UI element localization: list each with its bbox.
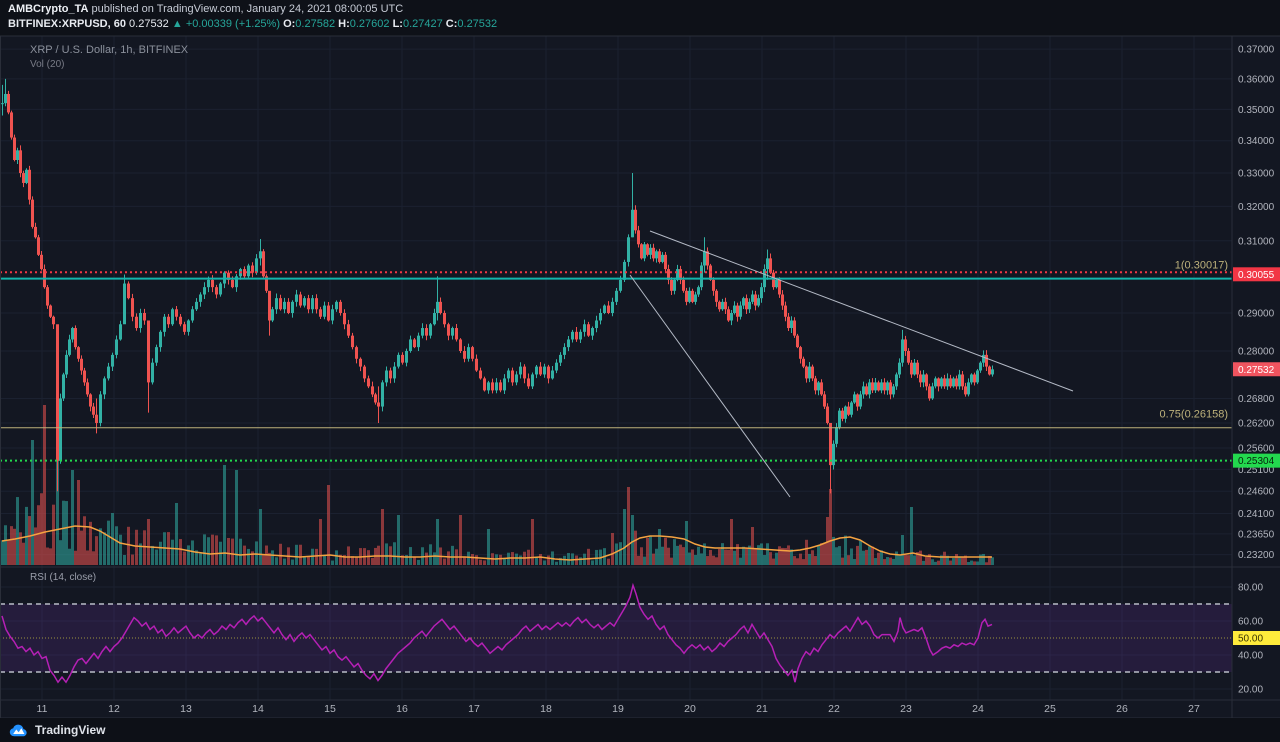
- descending-trendline-lower[interactable]: [629, 274, 791, 498]
- svg-text:0.37000: 0.37000: [1238, 45, 1275, 56]
- svg-text:0.26800: 0.26800: [1238, 394, 1275, 405]
- svg-text:27: 27: [1188, 703, 1200, 715]
- rsi-pane[interactable]: [0, 567, 1232, 700]
- svg-text:14: 14: [252, 703, 264, 715]
- svg-text:0.25304: 0.25304: [1238, 456, 1275, 467]
- svg-text:0.32000: 0.32000: [1238, 202, 1275, 213]
- svg-text:0.25100: 0.25100: [1238, 465, 1275, 476]
- author-name: AMBCrypto_TA: [8, 3, 89, 15]
- svg-text:0.33000: 0.33000: [1238, 169, 1275, 180]
- volume-ma-line: [1, 525, 992, 561]
- fib-level-label: 0.75(0.26158): [1160, 409, 1229, 421]
- svg-text:25: 25: [1044, 703, 1056, 715]
- rsi-line: [1, 582, 993, 684]
- svg-text:0.23200: 0.23200: [1238, 550, 1275, 561]
- rsi-mid-tag: 50.00: [1233, 631, 1280, 645]
- svg-text:21: 21: [756, 703, 768, 715]
- svg-text:0.24600: 0.24600: [1238, 487, 1275, 498]
- last-price-tag: 0.27532: [1233, 362, 1280, 377]
- svg-text:0.34000: 0.34000: [1238, 136, 1275, 147]
- svg-text:19: 19: [612, 703, 624, 715]
- ticker-symbol: BITFINEX:XRPUSD, 60: [8, 18, 126, 30]
- descending-trendline-upper[interactable]: [649, 230, 1074, 392]
- svg-text:15: 15: [324, 703, 336, 715]
- svg-text:0.29000: 0.29000: [1238, 308, 1275, 319]
- svg-text:20.00: 20.00: [1238, 685, 1263, 696]
- svg-text:0.25600: 0.25600: [1238, 444, 1275, 455]
- svg-text:23: 23: [900, 703, 912, 715]
- svg-text:0.23650: 0.23650: [1238, 529, 1275, 540]
- low-label: L:: [392, 18, 403, 30]
- open-label: O:: [283, 18, 296, 30]
- ticker-last-price: 0.27532: [129, 18, 169, 30]
- svg-text:0.24100: 0.24100: [1238, 509, 1275, 520]
- svg-text:40.00: 40.00: [1238, 651, 1263, 662]
- high-value: 0.27602: [349, 18, 390, 30]
- tradingview-brand-text: TradingView: [35, 723, 106, 737]
- green-level-tag: 0.25304: [1233, 453, 1280, 468]
- svg-text:22: 22: [828, 703, 840, 715]
- svg-text:18: 18: [540, 703, 552, 715]
- svg-text:0.30055: 0.30055: [1238, 270, 1275, 281]
- svg-text:24: 24: [972, 703, 984, 715]
- svg-text:11: 11: [37, 703, 48, 715]
- svg-text:0.31000: 0.31000: [1238, 236, 1275, 247]
- svg-text:26: 26: [1116, 703, 1128, 715]
- close-value: 0.27532: [457, 18, 498, 30]
- candlesticks: [1, 78, 994, 494]
- svg-text:0.27532: 0.27532: [1238, 365, 1275, 376]
- svg-text:13: 13: [180, 703, 192, 715]
- svg-text:20: 20: [684, 703, 696, 715]
- open-value: 0.27582: [295, 18, 336, 30]
- svg-text:0.26200: 0.26200: [1238, 418, 1275, 429]
- svg-text:50.00: 50.00: [1238, 634, 1263, 645]
- volume-bars: [1, 405, 994, 565]
- high-label: H:: [338, 18, 350, 30]
- time-axis[interactable]: [0, 700, 1280, 718]
- footer-bar: TradingView: [0, 718, 1280, 742]
- price-axis[interactable]: [1232, 36, 1280, 700]
- svg-text:0.28000: 0.28000: [1238, 347, 1275, 358]
- main-price-pane[interactable]: [0, 36, 1232, 567]
- svg-text:16: 16: [396, 703, 408, 715]
- ticker-ohlc-line: BITFINEX:XRPUSD, 60 0.27532 ▲ +0.00339 (…: [8, 18, 497, 30]
- close-label: C:: [445, 18, 458, 30]
- svg-text:80.00: 80.00: [1238, 583, 1263, 594]
- up-triangle-icon: ▲: [171, 18, 183, 30]
- price-axis-labels: 0.37000 0.36000 0.35000 0.34000 0.33000 0.320…: [1238, 45, 1275, 696]
- time-axis-labels: 11 12 13 14 15 16 17 18 19 20 21 22 23 24 25 26 27: [37, 703, 1200, 715]
- fib-level-label: 1(0.30017): [1175, 260, 1228, 272]
- svg-text:12: 12: [108, 703, 120, 715]
- ticker-change: +0.00339 (+1.25%): [185, 18, 280, 30]
- tradingview-logo-icon: [9, 724, 27, 737]
- alert-price-tag: 0.30055: [1233, 267, 1280, 282]
- publish-byline: AMBCrypto_TA published on TradingView.co…: [8, 3, 403, 15]
- byline-text: published on TradingView.com, January 24…: [91, 3, 404, 15]
- svg-text:60.00: 60.00: [1238, 617, 1263, 628]
- svg-text:0.36000: 0.36000: [1238, 74, 1275, 85]
- svg-text:0.35000: 0.35000: [1238, 105, 1275, 116]
- svg-text:17: 17: [468, 703, 480, 715]
- low-value: 0.27427: [402, 18, 443, 30]
